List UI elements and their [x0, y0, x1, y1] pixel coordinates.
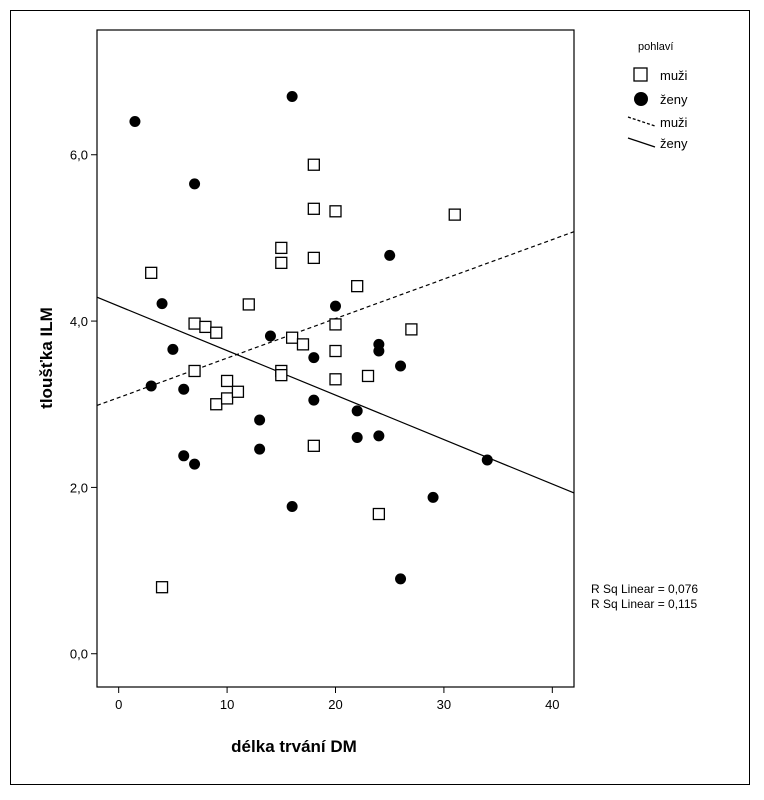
x-tick-label: 30	[437, 697, 451, 712]
point-muzi	[155, 581, 169, 594]
legend-circle-icon	[634, 92, 648, 106]
legend-label-fit-muzi: muži	[660, 115, 688, 130]
point-zeny	[427, 491, 439, 503]
point-zeny	[167, 343, 179, 355]
y-tick-label: 2,0	[70, 480, 88, 495]
legend-label-muzi: muži	[660, 68, 688, 83]
point-zeny	[395, 360, 407, 372]
point-muzi	[361, 369, 375, 383]
y-tick-label: 0,0	[70, 647, 88, 662]
point-muzi	[231, 385, 245, 398]
x-tick-label: 10	[220, 697, 234, 712]
point-muzi	[329, 344, 342, 358]
point-muzi	[220, 392, 234, 405]
point-zeny	[129, 115, 141, 127]
point-muzi	[351, 279, 364, 293]
point-zeny	[384, 249, 396, 261]
legend-label-fit-zeny: ženy	[660, 136, 688, 151]
point-muzi	[329, 318, 342, 331]
point-muzi	[372, 507, 386, 521]
legend: pohlaví muži ženy muži ženy	[627, 41, 688, 151]
y-axis-title: tloušťka ILM	[37, 307, 56, 409]
plot-area	[96, 29, 575, 688]
point-zeny	[286, 501, 298, 513]
point-muzi	[275, 368, 288, 382]
fit-line-zeny	[96, 296, 575, 494]
point-muzi	[210, 398, 223, 411]
point-zeny	[395, 573, 407, 585]
point-muzi	[210, 326, 223, 339]
x-tick-label: 20	[328, 697, 342, 712]
data-points	[129, 91, 493, 594]
point-muzi	[188, 364, 201, 378]
point-zeny	[351, 405, 363, 417]
point-muzi	[405, 323, 418, 336]
point-muzi	[220, 374, 234, 388]
point-zeny	[308, 352, 320, 364]
axis-ticks: 0 10 20 30 40 0,0 2,0 4,0 6,0	[70, 148, 560, 712]
x-tick-label: 0	[115, 697, 122, 712]
point-zeny	[156, 298, 168, 310]
point-zeny	[178, 383, 190, 395]
point-muzi	[307, 439, 320, 452]
legend-dashed-line-icon	[627, 116, 656, 127]
point-zeny	[178, 450, 190, 462]
legend-title: pohlaví	[638, 41, 673, 53]
point-muzi	[329, 373, 342, 386]
point-muzi	[307, 251, 320, 265]
point-muzi	[307, 202, 320, 215]
point-muzi	[145, 266, 158, 279]
point-muzi	[307, 158, 320, 171]
y-tick-label: 6,0	[70, 148, 88, 163]
point-zeny	[254, 414, 266, 426]
point-zeny	[481, 454, 493, 466]
point-zeny	[264, 330, 276, 342]
x-tick-label: 40	[545, 697, 559, 712]
point-muzi	[285, 331, 299, 344]
point-muzi	[329, 205, 342, 218]
legend-square-icon	[633, 67, 648, 82]
point-zeny	[330, 300, 341, 312]
point-muzi	[275, 241, 288, 255]
point-muzi	[448, 208, 461, 221]
point-zeny	[373, 345, 385, 357]
point-zeny	[351, 432, 363, 444]
point-zeny	[286, 91, 298, 103]
point-muzi	[275, 256, 288, 270]
point-muzi	[199, 320, 212, 334]
legend-label-zeny: ženy	[660, 92, 688, 107]
rsq-zeny: R Sq Linear = 0,115	[591, 597, 698, 611]
y-tick-label: 4,0	[70, 314, 88, 329]
point-zeny	[308, 394, 320, 406]
rsq-muzi: R Sq Linear = 0,076	[591, 582, 698, 596]
x-axis-title: délka trvání DM	[231, 737, 357, 756]
point-muzi	[188, 317, 201, 330]
point-zeny	[254, 443, 266, 455]
point-muzi	[296, 338, 310, 351]
legend-solid-line-icon	[627, 137, 656, 148]
point-zeny	[189, 178, 201, 190]
point-zeny	[145, 380, 157, 392]
point-zeny	[373, 430, 385, 442]
point-muzi	[242, 298, 255, 311]
point-zeny	[189, 458, 201, 470]
